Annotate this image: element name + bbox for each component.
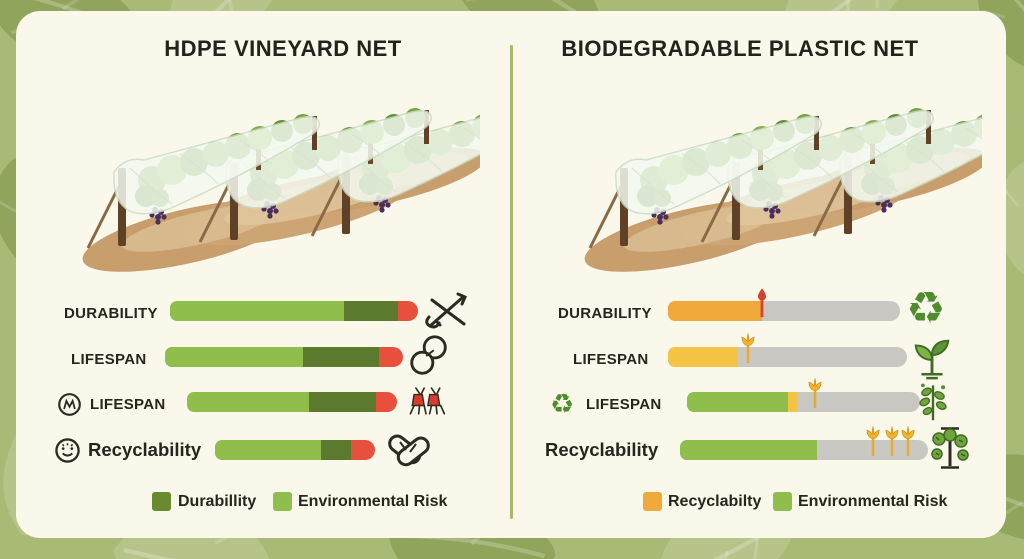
monogram-circle-icon bbox=[57, 392, 82, 417]
tree-recycle-icon bbox=[926, 422, 974, 470]
crossed-pins-icon bbox=[382, 424, 434, 476]
sprout-marker bbox=[884, 422, 900, 460]
row-label-durability: DURABILITY bbox=[64, 305, 158, 322]
row-label-lifespan-2: LIFESPAN bbox=[586, 396, 662, 413]
recyclability-bar bbox=[680, 440, 928, 460]
legend-swatch-environmental-risk bbox=[273, 492, 292, 511]
vineyard-illustration bbox=[562, 76, 982, 288]
row-label-recyclability: Recyclability bbox=[545, 439, 659, 460]
panel-title: HDPE VINEYARD NET bbox=[164, 36, 402, 61]
cocoon-icon bbox=[406, 333, 452, 379]
sprout-marker bbox=[740, 329, 756, 367]
panel-divider bbox=[510, 45, 513, 519]
sprout-marker bbox=[865, 422, 881, 460]
seedling-icon bbox=[909, 334, 955, 380]
red-pin-marker bbox=[754, 283, 770, 321]
legend-label-recyclability: Recyclabilty bbox=[668, 493, 762, 510]
durability-bar bbox=[668, 301, 900, 321]
recycle-icon: ♻ bbox=[550, 389, 575, 420]
legend-label-environmental-risk: Environmental Risk bbox=[798, 493, 948, 510]
red-insects-icon bbox=[404, 378, 448, 422]
row-label-lifespan-2: LIFESPAN bbox=[90, 396, 166, 413]
lifespan-bar-2 bbox=[687, 392, 920, 412]
lifespan-bar bbox=[165, 347, 403, 367]
sprout-marker bbox=[900, 422, 916, 460]
legend-label-durability: Durabillity bbox=[178, 493, 257, 510]
legend-swatch-environmental-risk bbox=[773, 492, 792, 511]
crossed-tools-icon bbox=[422, 288, 470, 336]
recycle-icon: ♻ bbox=[906, 283, 946, 334]
vineyard-illustration bbox=[60, 76, 480, 288]
row-label-recyclability: Recyclability bbox=[88, 439, 202, 460]
sprout-marker bbox=[807, 374, 823, 412]
panel-title: BIODEGRADABLE PLASTIC NET bbox=[561, 36, 919, 61]
durability-bar bbox=[170, 301, 418, 321]
legend-swatch-durability bbox=[152, 492, 171, 511]
legend-swatch-recyclability bbox=[643, 492, 662, 511]
legend-label-environmental-risk: Environmental Risk bbox=[298, 493, 448, 510]
row-label-lifespan: LIFESPAN bbox=[573, 351, 649, 368]
lifespan-bar-2 bbox=[187, 392, 397, 412]
row-label-lifespan: LIFESPAN bbox=[71, 351, 147, 368]
recyclability-bar bbox=[215, 440, 375, 460]
row-label-durability: DURABILITY bbox=[558, 305, 652, 322]
lifespan-bar bbox=[668, 347, 907, 367]
sprig-icon bbox=[911, 379, 955, 423]
smiley-circle-icon bbox=[54, 437, 81, 464]
